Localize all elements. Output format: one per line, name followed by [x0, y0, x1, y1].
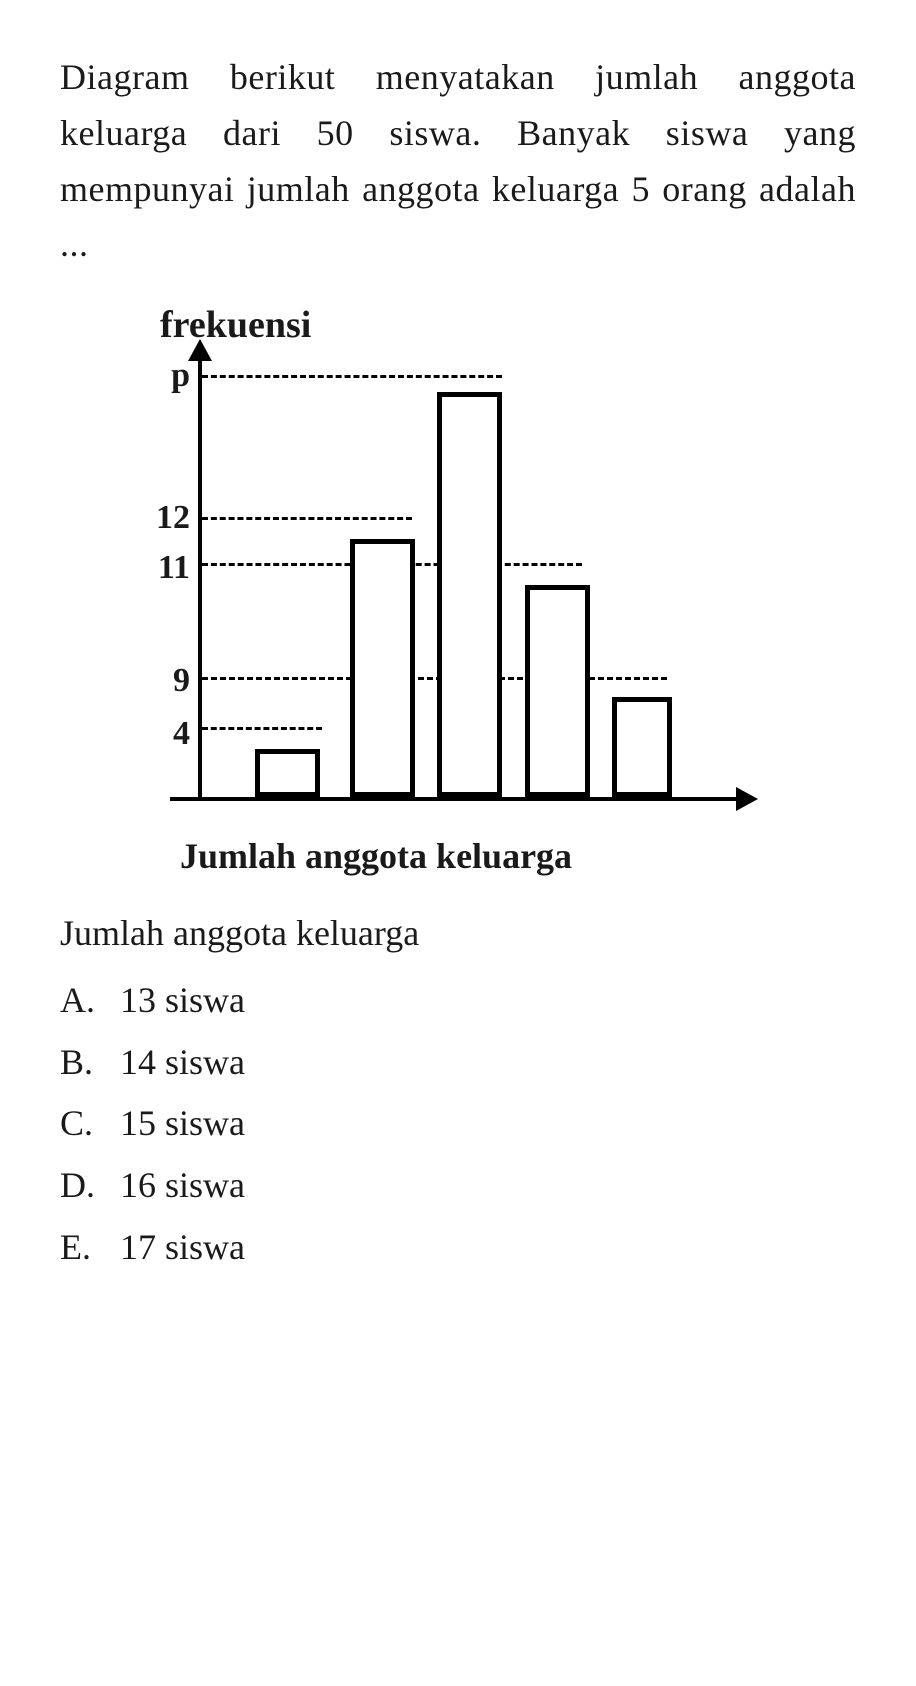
option-letter: A. — [60, 972, 120, 1030]
option-c[interactable]: C. 15 siswa — [60, 1095, 856, 1153]
x-axis-title: Jumlah anggota keluarga — [180, 835, 856, 877]
y-tick-label: p — [140, 357, 190, 395]
gridline — [202, 375, 502, 378]
y-tick-label: 11 — [140, 549, 190, 587]
y-tick-label: 9 — [140, 662, 190, 700]
option-e[interactable]: E. 17 siswa — [60, 1219, 856, 1277]
gridline — [202, 727, 322, 730]
option-letter: D. — [60, 1157, 120, 1215]
chart-bar — [525, 585, 590, 797]
option-text: 15 siswa — [120, 1095, 245, 1153]
option-letter: B. — [60, 1034, 120, 1092]
y-axis-title: frekuensi — [160, 303, 856, 347]
chart-bar — [612, 697, 672, 797]
chart-plot-area: p 12 11 9 4 — [140, 357, 740, 827]
option-text: 17 siswa — [120, 1219, 245, 1277]
sub-label: Jumlah anggota keluarga — [60, 912, 856, 954]
chart-bar — [350, 539, 415, 797]
y-tick-label: 12 — [140, 499, 190, 537]
y-tick-label: 4 — [140, 715, 190, 753]
option-text: 13 siswa — [120, 972, 245, 1030]
x-axis-line — [170, 797, 740, 801]
option-a[interactable]: A. 13 siswa — [60, 972, 856, 1030]
gridline — [202, 677, 667, 680]
option-d[interactable]: D. 16 siswa — [60, 1157, 856, 1215]
option-letter: E. — [60, 1219, 120, 1277]
bar-chart: frekuensi p 12 11 9 4 Jumlah anggota kel… — [140, 303, 856, 877]
chart-bar — [437, 392, 502, 797]
option-text: 16 siswa — [120, 1157, 245, 1215]
gridline — [202, 517, 412, 520]
x-axis-arrow-icon — [736, 787, 758, 811]
chart-bar — [255, 749, 320, 797]
option-letter: C. — [60, 1095, 120, 1153]
answer-options: A. 13 siswa B. 14 siswa C. 15 siswa D. 1… — [60, 972, 856, 1276]
option-text: 14 siswa — [120, 1034, 245, 1092]
option-b[interactable]: B. 14 siswa — [60, 1034, 856, 1092]
question-text: Diagram berikut menyatakan jumlah anggot… — [60, 50, 856, 273]
